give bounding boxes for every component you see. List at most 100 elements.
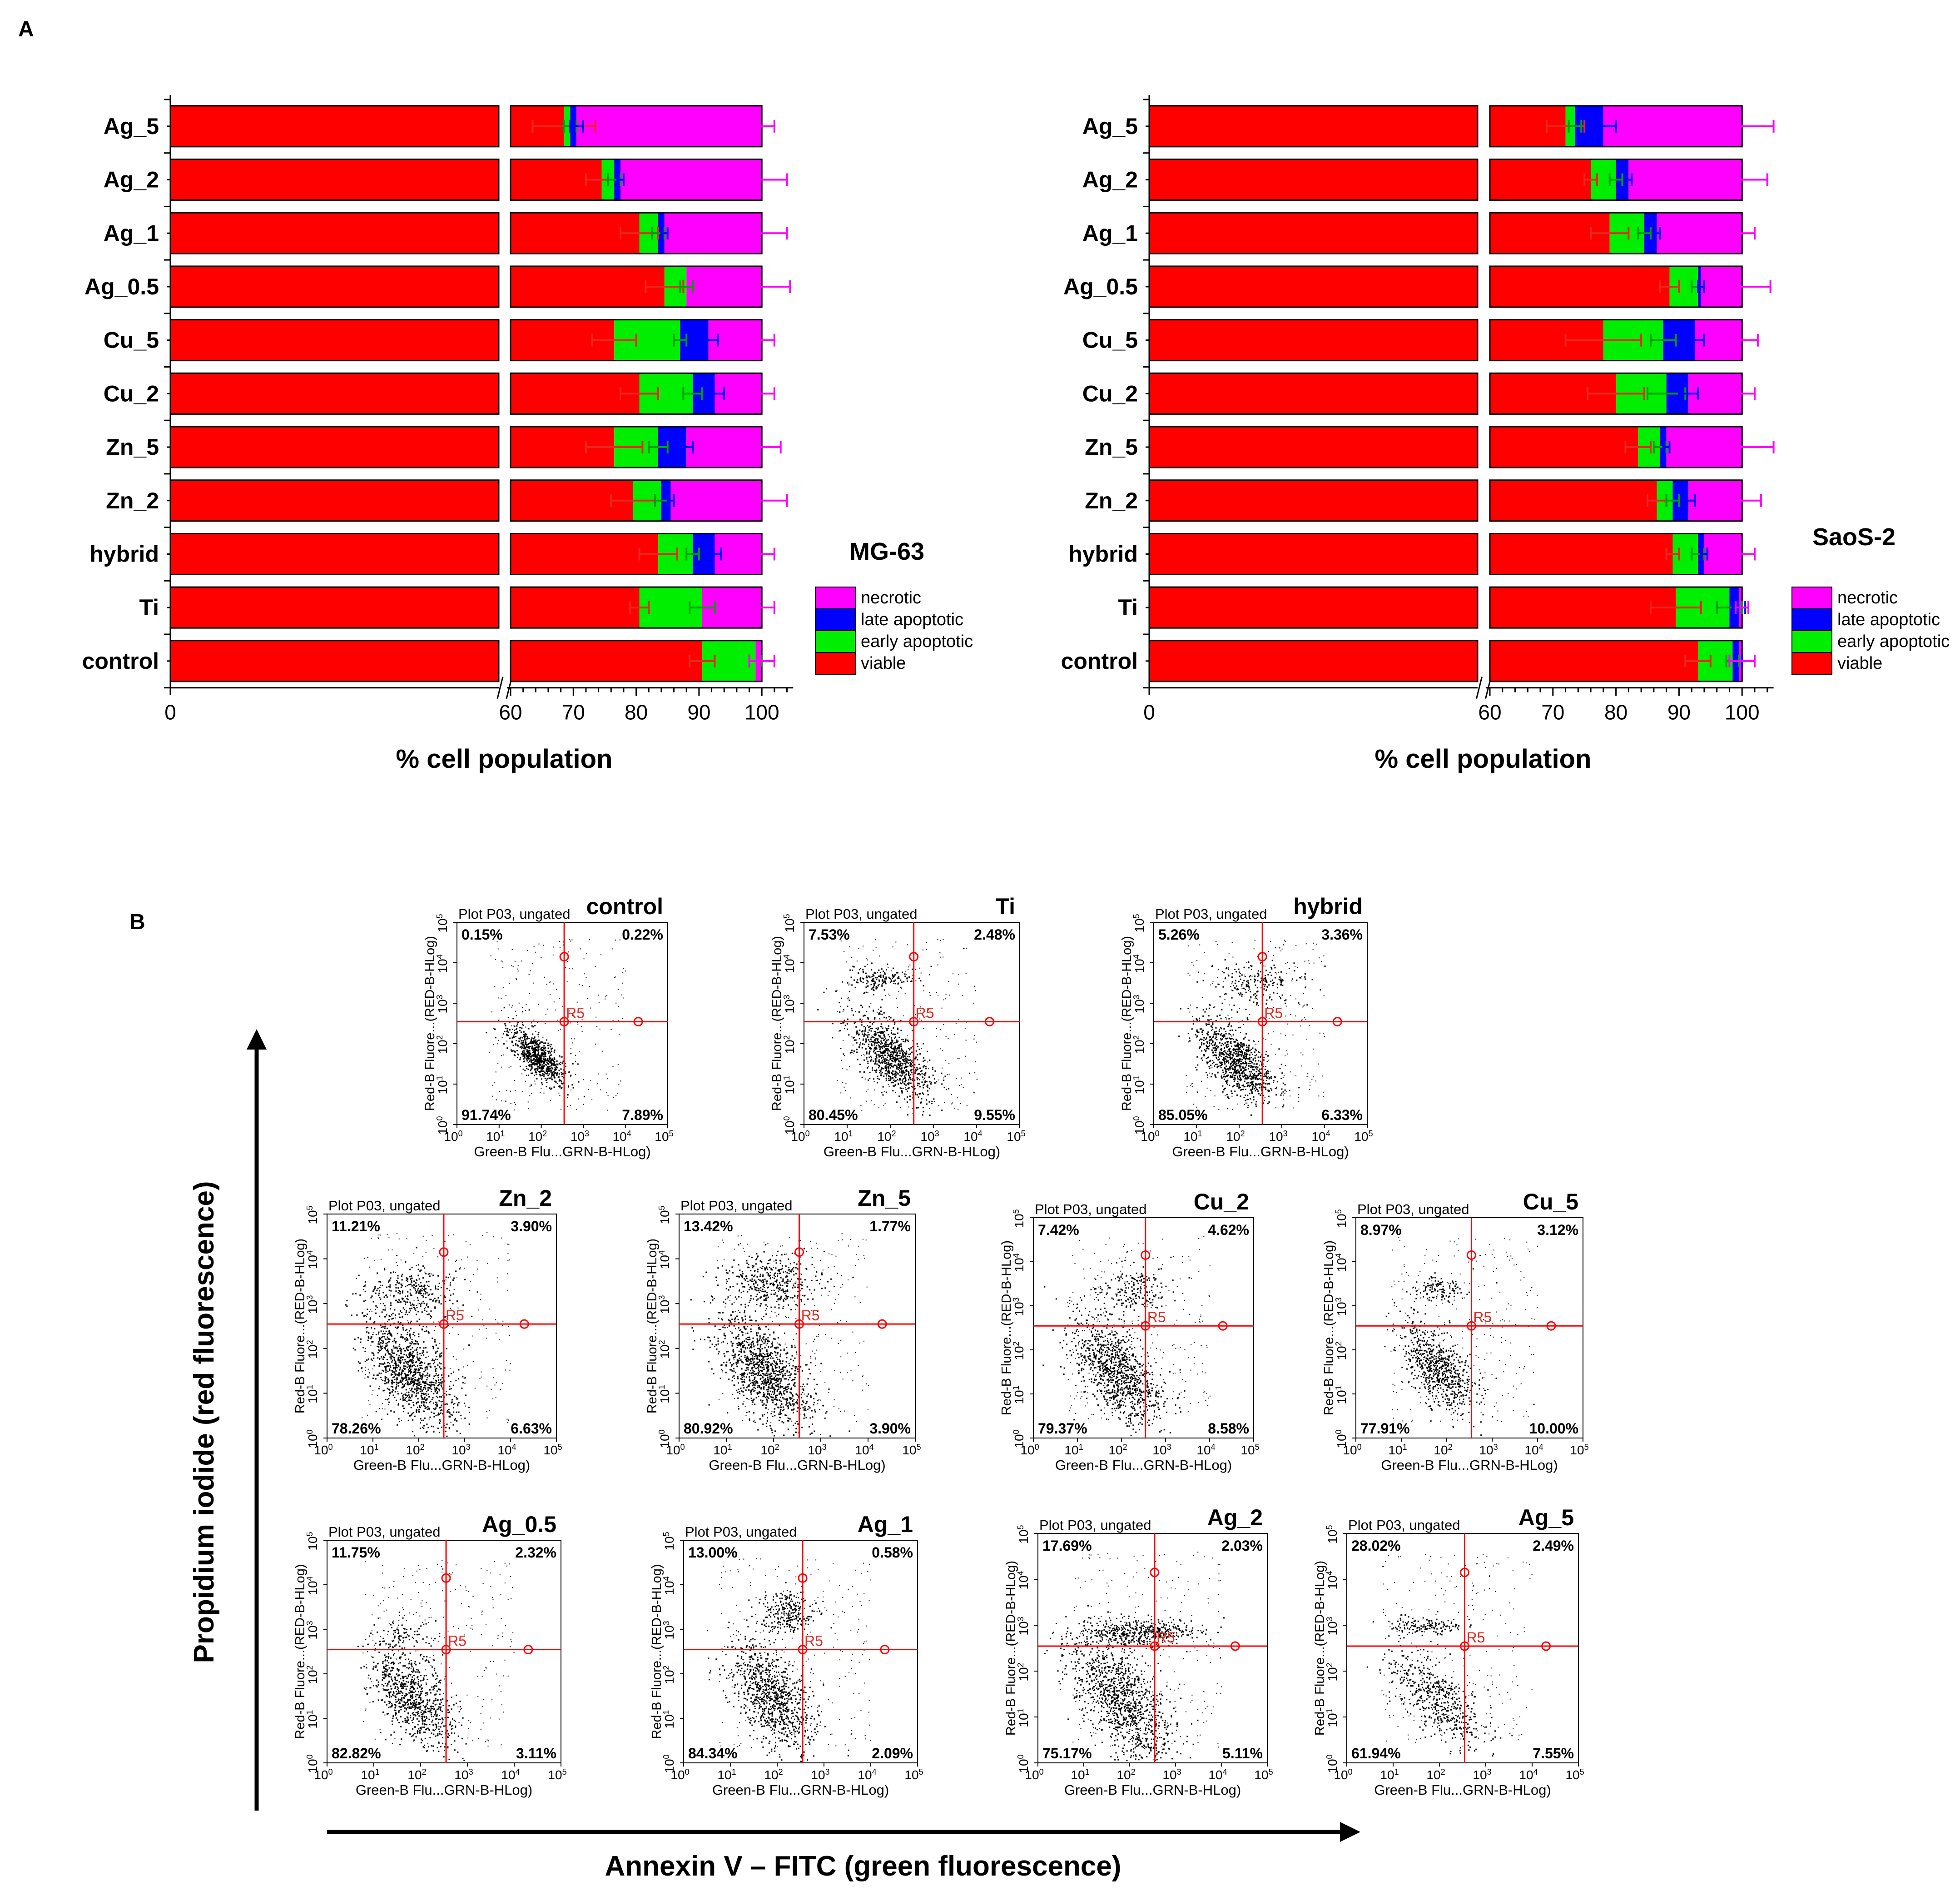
chart-title-mg63: MG-63 xyxy=(849,538,924,565)
plot-x-axis-title: Green-B Flu...GRN-B-HLog) xyxy=(712,1782,889,1798)
panel-title: Ag_2 xyxy=(1207,1505,1263,1530)
events xyxy=(706,1558,872,1762)
gate-handle[interactable] xyxy=(633,1017,643,1027)
quad-ll: 80.45% xyxy=(809,1107,858,1123)
gate-label: R5 xyxy=(446,1307,464,1324)
quad-ur: 1.77% xyxy=(869,1218,911,1234)
gate-handle[interactable] xyxy=(1150,1641,1160,1651)
quad-ul: 11.75% xyxy=(332,1544,380,1561)
gate-handle[interactable] xyxy=(1459,1568,1469,1577)
y-tick-label: 105 xyxy=(1012,1209,1026,1228)
legend-label-viable: viable xyxy=(1837,654,1882,673)
quad-ur: 4.62% xyxy=(1208,1222,1249,1238)
panel-title: Ti xyxy=(995,894,1015,919)
gate-handle[interactable] xyxy=(985,1017,994,1027)
bar-viable xyxy=(1490,213,1610,254)
events xyxy=(345,1232,511,1437)
plot-x-axis-title: Green-B Flu...GRN-B-HLog) xyxy=(1055,1457,1232,1473)
dot-cloud xyxy=(690,1233,869,1437)
gate-handle[interactable] xyxy=(794,1319,804,1329)
x-tick-label: 70 xyxy=(562,701,585,724)
gate-handle[interactable] xyxy=(441,1645,451,1655)
gate-handle[interactable] xyxy=(909,952,919,962)
gate-handle[interactable] xyxy=(877,1319,887,1329)
quad-ur: 3.90% xyxy=(511,1218,552,1234)
gate-label: R5 xyxy=(1264,1005,1283,1021)
quad-lr: 10.00% xyxy=(1529,1420,1578,1437)
gate-label: R5 xyxy=(916,1005,934,1021)
gate-handle[interactable] xyxy=(1546,1321,1556,1331)
plot-x-axis-title: Green-B Flu...GRN-B-HLog) xyxy=(1064,1782,1241,1798)
panel-title: Ag_1 xyxy=(858,1512,913,1537)
x-tick-label: 60 xyxy=(1478,701,1501,724)
legend-label-early: early apoptotic xyxy=(1837,632,1950,651)
gate-handle[interactable] xyxy=(1459,1641,1469,1651)
quad-lr: 2.09% xyxy=(872,1745,913,1762)
gate-handle[interactable] xyxy=(794,1247,804,1257)
gate-handle[interactable] xyxy=(519,1319,529,1329)
quad-ur: 2.03% xyxy=(1221,1538,1263,1554)
flow-panels: Plot P03, ungated control R5 0.15% 0.22% 91.7… xyxy=(293,894,1589,1798)
quad-ll: 78.26% xyxy=(332,1420,381,1437)
quad-lr: 6.33% xyxy=(1321,1107,1363,1123)
bar-viable-left xyxy=(1148,532,1479,575)
gate-handle[interactable] xyxy=(798,1573,808,1583)
bar-viable xyxy=(511,266,665,307)
gate-handle[interactable] xyxy=(439,1319,449,1329)
gate-handle[interactable] xyxy=(1541,1641,1551,1651)
gate-handle[interactable] xyxy=(1150,1568,1160,1577)
plot-header: Plot P03, ungated xyxy=(328,1198,440,1214)
gate-handle[interactable] xyxy=(441,1573,451,1583)
y-tick-label: 103 xyxy=(782,995,797,1013)
gate-handle[interactable] xyxy=(1141,1250,1151,1260)
category-label: Ag_1 xyxy=(1082,220,1138,246)
gate-label: R5 xyxy=(566,1005,585,1021)
quad-ur: 3.12% xyxy=(1537,1222,1578,1238)
x-tick-label: 70 xyxy=(1541,701,1564,724)
gate-handle[interactable] xyxy=(1257,1017,1267,1027)
gate-handle[interactable] xyxy=(523,1645,533,1655)
quad-ll: 61.94% xyxy=(1351,1745,1401,1762)
quad-lr: 6.63% xyxy=(511,1420,552,1437)
category-label: Ti xyxy=(139,595,159,620)
bar-viable-left xyxy=(1148,479,1479,522)
gate-handle[interactable] xyxy=(439,1247,449,1257)
gate-label: R5 xyxy=(1156,1629,1175,1646)
gate-handle[interactable] xyxy=(1466,1250,1476,1260)
gate-handle[interactable] xyxy=(1218,1321,1228,1331)
quad-ur: 2.48% xyxy=(974,926,1015,943)
gate-handle[interactable] xyxy=(1141,1321,1151,1331)
quad-ur: 0.22% xyxy=(622,926,663,943)
bar-viable-left xyxy=(1148,212,1479,254)
gate-handle[interactable] xyxy=(1257,952,1267,962)
category-label: Ag_5 xyxy=(1082,114,1138,139)
legend-mg63: necrotic late apoptotic early apoptotic via… xyxy=(815,587,973,675)
plot-frame xyxy=(327,1214,557,1438)
category-label: Ag_0.5 xyxy=(84,274,159,299)
quad-ul: 28.02% xyxy=(1351,1538,1401,1554)
gate-handle[interactable] xyxy=(880,1645,890,1655)
gate-label: R5 xyxy=(1466,1629,1485,1646)
category-label: Zn_2 xyxy=(1085,488,1138,513)
panel-title: Ag_5 xyxy=(1518,1505,1574,1530)
gate-handle[interactable] xyxy=(1230,1641,1240,1651)
quad-ur: 0.58% xyxy=(872,1544,913,1561)
bar-viable xyxy=(1490,159,1591,200)
gate-handle[interactable] xyxy=(559,1017,569,1027)
bar-viable-left xyxy=(1148,426,1479,468)
gate-handle[interactable] xyxy=(798,1645,808,1655)
y-tick-label: 104 xyxy=(305,1576,320,1595)
legend-label-viable: viable xyxy=(861,654,906,673)
bar-viable-left xyxy=(169,426,500,468)
legend-label-late: late apoptotic xyxy=(1837,610,1940,629)
gate-handle[interactable] xyxy=(909,1017,919,1027)
gate-handle[interactable] xyxy=(1466,1321,1476,1331)
gate-handle[interactable] xyxy=(559,952,569,962)
plot-y-axis-title: Red-B Fluore...(RED-B-HLog) xyxy=(1120,936,1134,1111)
plot-y-axis-title: Red-B Fluore...(RED-B-HLog) xyxy=(645,1239,660,1413)
quad-ul: 5.26% xyxy=(1158,926,1200,943)
dot-cloud xyxy=(1384,1237,1538,1436)
quad-lr: 8.58% xyxy=(1208,1420,1249,1437)
x-tick-label: 102 xyxy=(760,1443,779,1457)
gate-handle[interactable] xyxy=(1332,1017,1342,1027)
